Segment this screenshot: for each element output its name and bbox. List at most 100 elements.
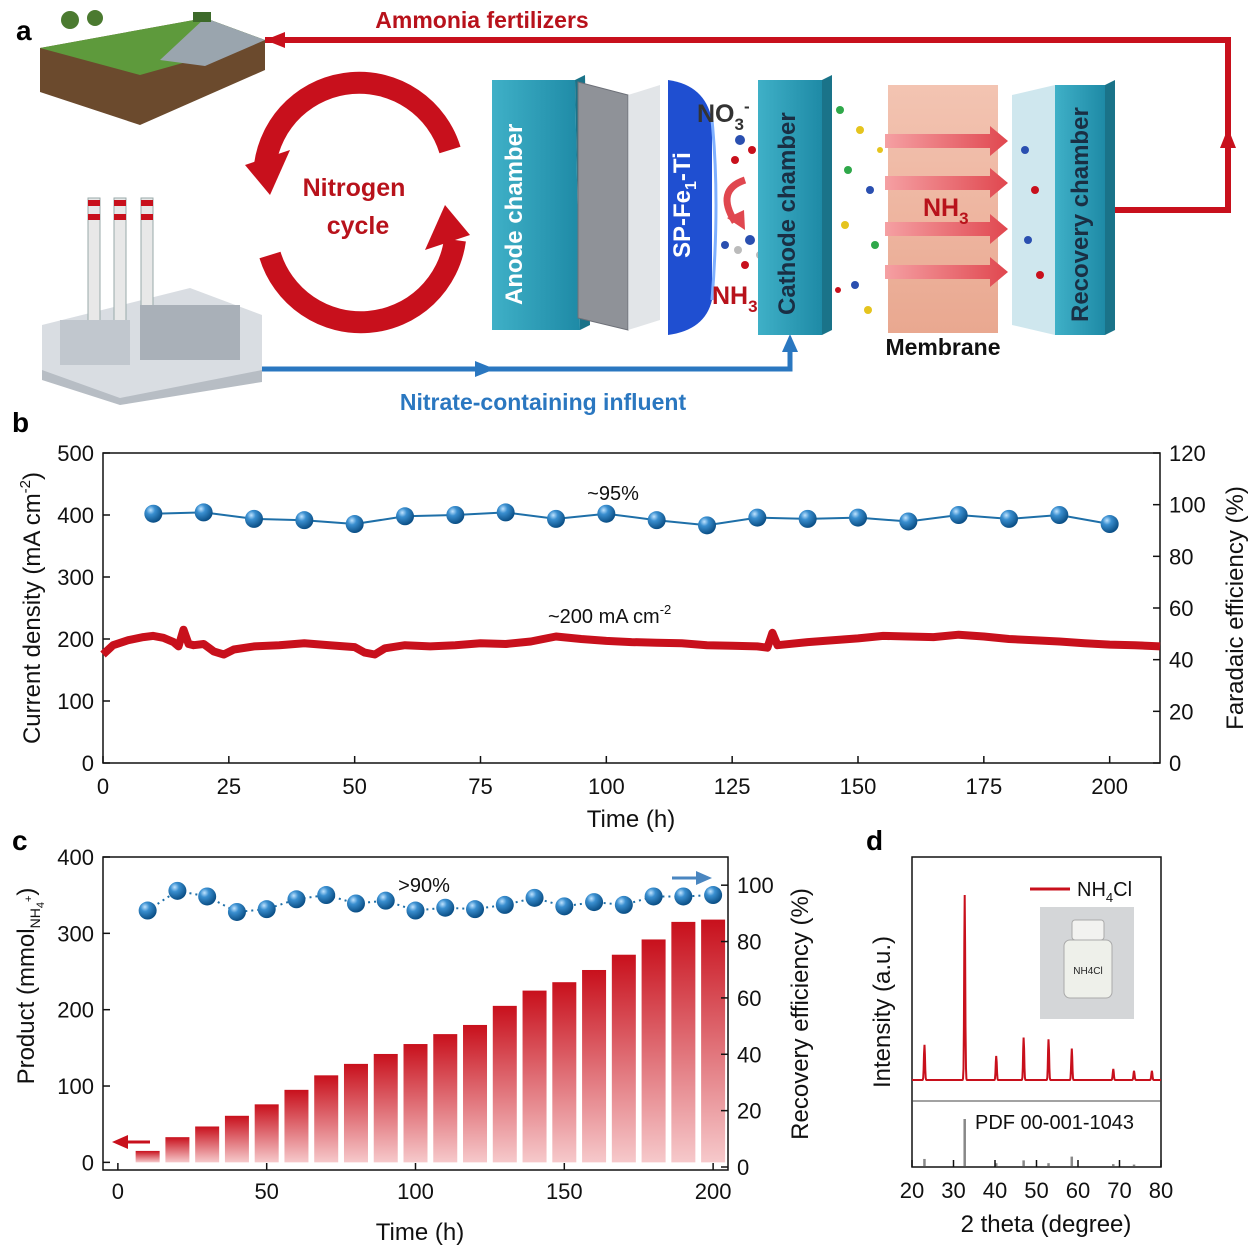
chart-b-faradaic-efficiency-points — [144, 503, 1119, 535]
chart-c-bar — [552, 982, 577, 1163]
chart-b-fe-point — [698, 516, 716, 535]
farmland-illustration — [40, 10, 265, 125]
chart-c-re-point — [585, 893, 604, 912]
chart-d-y-label: Intensity (a.u.) — [869, 936, 896, 1088]
chart-c-bar — [433, 1034, 458, 1163]
chart-b-fe-point — [396, 507, 414, 526]
chart-c-bar — [522, 990, 547, 1163]
chart-b-fe-annotation: ~95% — [587, 483, 639, 505]
nitrogen-cycle-label-1: Nitrogen — [303, 174, 406, 202]
nh4cl-vial-photo: NH4Cl — [1040, 907, 1134, 1019]
chart-b-fe-point — [597, 504, 616, 523]
chart-c-bar — [701, 919, 726, 1163]
chart-c-re-point — [227, 902, 246, 921]
chart-b-x-tick-label: 50 — [342, 774, 366, 799]
chart-b-y-left-tick-label: 300 — [57, 565, 94, 590]
panel-b-letter: b — [12, 407, 29, 438]
chart-c-y-left-tick-label: 200 — [57, 998, 94, 1023]
chart-c-bar — [314, 1075, 339, 1163]
chart-c-y-right-tick-label: 40 — [737, 1042, 761, 1067]
chart-b-y-right-tick-label: 60 — [1169, 596, 1193, 621]
chart-b-x-tick-label: 25 — [217, 774, 241, 799]
chart-c-re-point — [614, 895, 633, 914]
chart-d-xrd-pattern — [912, 894, 1161, 1081]
chart-b-y-right-ticks: 0 20 40 60 80 100 120 — [1153, 441, 1206, 776]
chart-d-reference-label: PDF 00-001-1043 — [975, 1112, 1134, 1134]
chart-b-fe-point — [245, 509, 263, 528]
chart-b-fe-point — [496, 503, 515, 522]
chart-d-x-tick-label: 80 — [1149, 1178, 1173, 1203]
nh3-transport-arrows — [885, 126, 1008, 287]
chart-b-fe-point — [1100, 515, 1119, 534]
chart-b-y-left-tick-label: 200 — [57, 627, 94, 652]
chart-c-bar — [611, 954, 636, 1163]
factory-illustration — [42, 197, 262, 405]
membrane — [888, 85, 998, 333]
chart-b-fe-point — [748, 508, 767, 527]
chart-c-re-point — [198, 887, 217, 906]
chart-d-x-tick-label: 20 — [900, 1178, 924, 1203]
sp-fe-ti-electrode — [668, 80, 718, 335]
chart-c-x-tick-label: 200 — [695, 1179, 732, 1204]
chart-b-x-tick-label: 0 — [97, 774, 109, 799]
chart-c-bar — [463, 1024, 488, 1163]
panel-a-letter: a — [16, 15, 32, 46]
chart-c-y-right-label: Recovery efficiency (%) — [787, 888, 814, 1140]
chart-c-y-right-tick-label: 100 — [737, 873, 774, 898]
chart-b-y-left-tick-label: 100 — [57, 689, 94, 714]
chart-c-y-right-tick-label: 80 — [737, 930, 761, 955]
panel-b: b 0 25 50 75 100 125 150 175 200 010020030040050… — [12, 407, 1249, 833]
chart-b-fe-point — [899, 512, 918, 531]
chart-c-re-point — [376, 891, 395, 910]
chart-c-y-left-tick-label: 0 — [82, 1150, 94, 1175]
influent-arrow-up — [782, 334, 798, 352]
chart-b-y-left-tick-label: 0 — [82, 751, 94, 776]
chart-c-re-point — [525, 888, 544, 907]
chart-c-recovery-efficiency-points — [138, 881, 723, 921]
chart-c-re-point — [674, 887, 693, 906]
membrane-label: Membrane — [885, 334, 1000, 360]
chart-b-x-tick-label: 150 — [840, 774, 877, 799]
chart-c-bar — [254, 1104, 279, 1163]
chart-d-x-tick-label: 60 — [1066, 1178, 1090, 1203]
chart-b-current-density-line — [100, 625, 1161, 659]
nitrogen-cycle-arrows — [245, 71, 470, 334]
chart-b-y-left-ticks: 0 100 200 300 400 500 — [57, 441, 110, 776]
chart-c-bar — [671, 921, 696, 1163]
chart-c-re-point — [704, 886, 723, 905]
chart-c-y-right-ticks: 0 20 40 60 80 100 — [721, 873, 774, 1180]
vial-label: NH4Cl — [1073, 966, 1102, 977]
chart-c-bar — [165, 1137, 190, 1163]
chart-c-bar — [135, 1150, 160, 1163]
chart-b-y-right-tick-label: 40 — [1169, 648, 1193, 673]
chart-c-left-axis-arrow — [112, 1135, 150, 1149]
chart-c-right-axis-arrow — [672, 871, 712, 885]
chart-b-current-annotation: ~200 mA cm-2 — [548, 602, 671, 628]
chart-b-y-left-tick-label: 400 — [57, 503, 94, 528]
chart-b-fe-point — [949, 506, 968, 524]
chart-b-fe-point — [849, 508, 867, 527]
chart-b-y-left-tick-label: 500 — [57, 441, 94, 466]
chart-c-y-right-tick-label: 0 — [737, 1155, 749, 1180]
chart-c-bar — [343, 1063, 368, 1163]
cathode-chamber-label: Cathode chamber — [774, 112, 801, 315]
chart-b-x-tick-label: 100 — [588, 774, 625, 799]
chart-b-y-left-label: Current density (mA cm-2) — [17, 472, 46, 744]
chart-c-x-tick-label: 150 — [546, 1179, 583, 1204]
chart-c-re-point — [406, 901, 425, 920]
chart-b-x-tick-label: 75 — [468, 774, 492, 799]
chart-c-y-left-tick-label: 100 — [57, 1074, 94, 1099]
influent-arrow-right — [475, 361, 495, 377]
chart-b-y-right-tick-label: 80 — [1169, 544, 1193, 569]
chart-c-y-left-label: Product (mmolNH4+) — [13, 888, 47, 1085]
chart-d-x-ticks: 20 30 40 50 60 70 80 — [900, 1160, 1173, 1203]
chart-b-x-ticks: 0 25 50 75 100 125 150 175 200 — [97, 756, 1128, 799]
chart-c-bar — [224, 1115, 249, 1163]
panel-d: d 20 30 40 50 60 70 80 NH4Cl NH4Cl PDF 00-001-… — [866, 825, 1173, 1238]
chart-c-bar — [641, 939, 666, 1163]
chart-c-re-point — [317, 886, 336, 905]
chart-c-y-left-tick-label: 300 — [57, 921, 94, 946]
chart-c-re-point — [138, 901, 157, 920]
chart-b-x-label: Time (h) — [587, 806, 675, 833]
chart-b-fe-point — [1000, 509, 1018, 528]
